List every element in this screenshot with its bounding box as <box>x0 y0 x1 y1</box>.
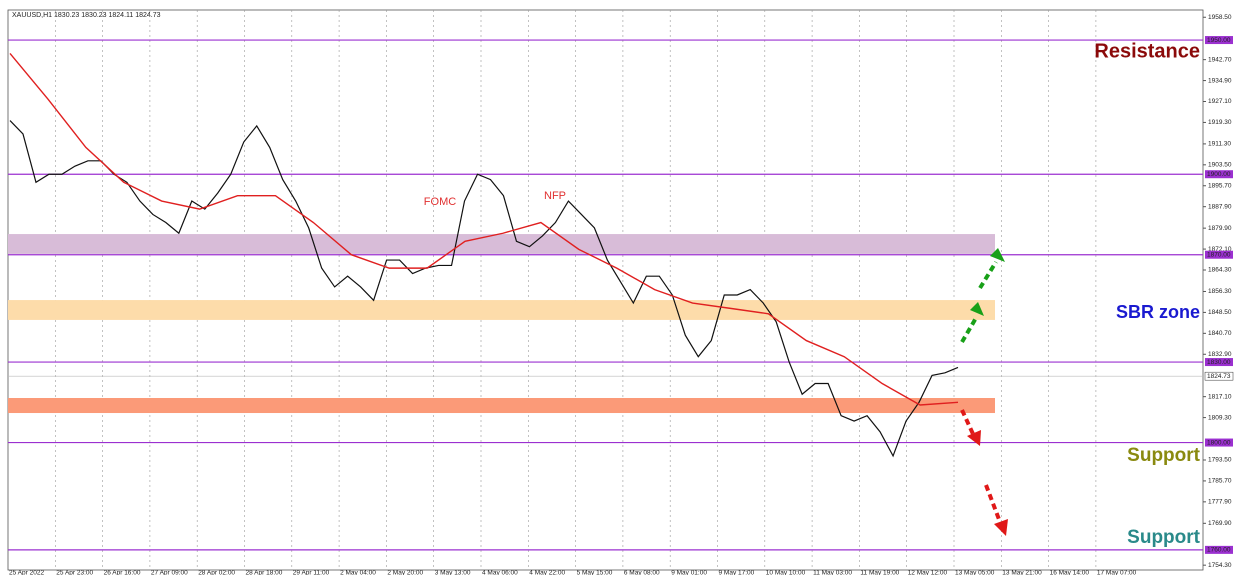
level-label: 1760.00 <box>1207 547 1231 554</box>
arrow <box>978 260 998 290</box>
annotation: NFP <box>544 190 566 202</box>
x-tick-label: 10 May 10:00 <box>766 570 806 575</box>
x-tick-label: 9 May 17:00 <box>719 570 755 575</box>
x-tick-label: 25 Apr 2022 <box>9 570 44 575</box>
x-tick-label: 29 Apr 11:00 <box>293 570 330 575</box>
x-tick-label: 16 May 14:00 <box>1050 570 1090 575</box>
level-label-box <box>1205 358 1233 367</box>
x-tick-label: 3 May 13:00 <box>435 570 471 575</box>
y-tick-label: 1911.30 <box>1208 141 1231 148</box>
x-tick-label: 12 May 12:00 <box>908 570 948 575</box>
x-tick-label: 13 May 05:00 <box>955 570 995 575</box>
level-label-box <box>1205 170 1233 179</box>
x-tick-label: 2 May 20:00 <box>387 570 423 575</box>
y-tick-label: 1793.50 <box>1208 457 1232 464</box>
zone <box>8 398 995 414</box>
zone <box>8 234 995 254</box>
y-tick-label: 1840.70 <box>1208 330 1232 337</box>
x-tick-label: 11 May 19:00 <box>860 570 899 575</box>
x-tick-label: 17 May 07:00 <box>1097 570 1137 575</box>
arrow-head <box>967 430 981 446</box>
x-tick-label: 27 Apr 09:00 <box>151 570 188 575</box>
x-tick-label: 9 May 01:00 <box>671 570 707 575</box>
annotation: Resistance <box>1094 40 1200 62</box>
level-label-box <box>1205 438 1233 447</box>
arrow <box>984 484 1002 523</box>
y-tick-label: 1919.30 <box>1208 119 1232 126</box>
y-tick-label: 1785.70 <box>1208 478 1232 485</box>
y-tick-label: 1769.90 <box>1208 520 1232 527</box>
y-tick-label: 1817.10 <box>1208 393 1232 400</box>
arrow <box>960 409 975 435</box>
level-label: 1950.00 <box>1207 37 1231 44</box>
y-tick-label: 1809.30 <box>1208 414 1232 421</box>
arrow-head <box>970 302 984 316</box>
chart-title: XAUUSD,H1 1830.23 1830.23 1824.11 1824.7… <box>12 12 161 19</box>
current-price-label: 1824.73 <box>1207 373 1231 380</box>
y-tick-label: 1927.10 <box>1208 98 1232 105</box>
arrow-head <box>990 248 1005 262</box>
arrow <box>960 316 978 344</box>
level-label-box <box>1205 36 1233 45</box>
x-tick-label: 13 May 21:00 <box>1002 570 1042 575</box>
y-tick-label: 1872.10 <box>1208 246 1232 253</box>
moving-average <box>9 53 959 406</box>
y-tick-label: 1934.90 <box>1208 77 1232 84</box>
annotation: SBR zone <box>1116 302 1200 322</box>
y-tick-label: 1887.90 <box>1208 203 1232 210</box>
x-tick-label: 28 Apr 18:00 <box>246 570 283 575</box>
x-tick-label: 26 Apr 16:00 <box>104 570 141 575</box>
y-tick-label: 1879.90 <box>1208 225 1232 232</box>
x-tick-label: 6 May 08:00 <box>624 570 660 575</box>
current-price-box <box>1204 371 1234 381</box>
arrows <box>960 248 1008 536</box>
annotation: Support <box>1127 445 1200 466</box>
x-tick-label: 4 May 06:00 <box>482 570 518 575</box>
level-label-box <box>1205 250 1233 259</box>
level-label: 1830.00 <box>1207 359 1231 366</box>
zone <box>8 300 995 320</box>
plot-frame <box>7 9 1204 571</box>
x-tick-label: 11 May 03:00 <box>813 570 852 575</box>
level-label: 1800.00 <box>1207 439 1231 446</box>
y-tick-label: 1777.90 <box>1208 499 1232 506</box>
x-tick-label: 2 May 04:00 <box>340 570 376 575</box>
x-tick-label: 4 May 22:00 <box>529 570 565 575</box>
level-label: 1870.00 <box>1207 251 1231 258</box>
annotation: Support <box>1127 527 1200 548</box>
y-tick-label: 1942.70 <box>1208 56 1232 63</box>
arrow-head <box>994 519 1008 536</box>
y-tick-label: 1832.90 <box>1208 351 1232 358</box>
y-tick-label: 1864.30 <box>1208 267 1232 274</box>
y-tick-label: 1856.30 <box>1208 288 1232 295</box>
x-tick-label: 28 Apr 02:00 <box>198 570 235 575</box>
y-tick-label: 1903.50 <box>1208 162 1232 169</box>
annotation: FOMC <box>424 196 456 208</box>
y-tick-label: 1958.50 <box>1208 14 1232 21</box>
price-line <box>9 120 959 458</box>
x-tick-label: 5 May 15:00 <box>577 570 613 575</box>
level-label-box <box>1205 545 1233 554</box>
y-tick-label: 1848.50 <box>1208 309 1232 316</box>
y-tick-label: 1895.70 <box>1208 182 1232 189</box>
level-label: 1900.00 <box>1207 171 1231 178</box>
x-tick-label: 25 Apr 23:00 <box>56 570 93 575</box>
y-tick-label: 1754.30 <box>1208 562 1232 569</box>
